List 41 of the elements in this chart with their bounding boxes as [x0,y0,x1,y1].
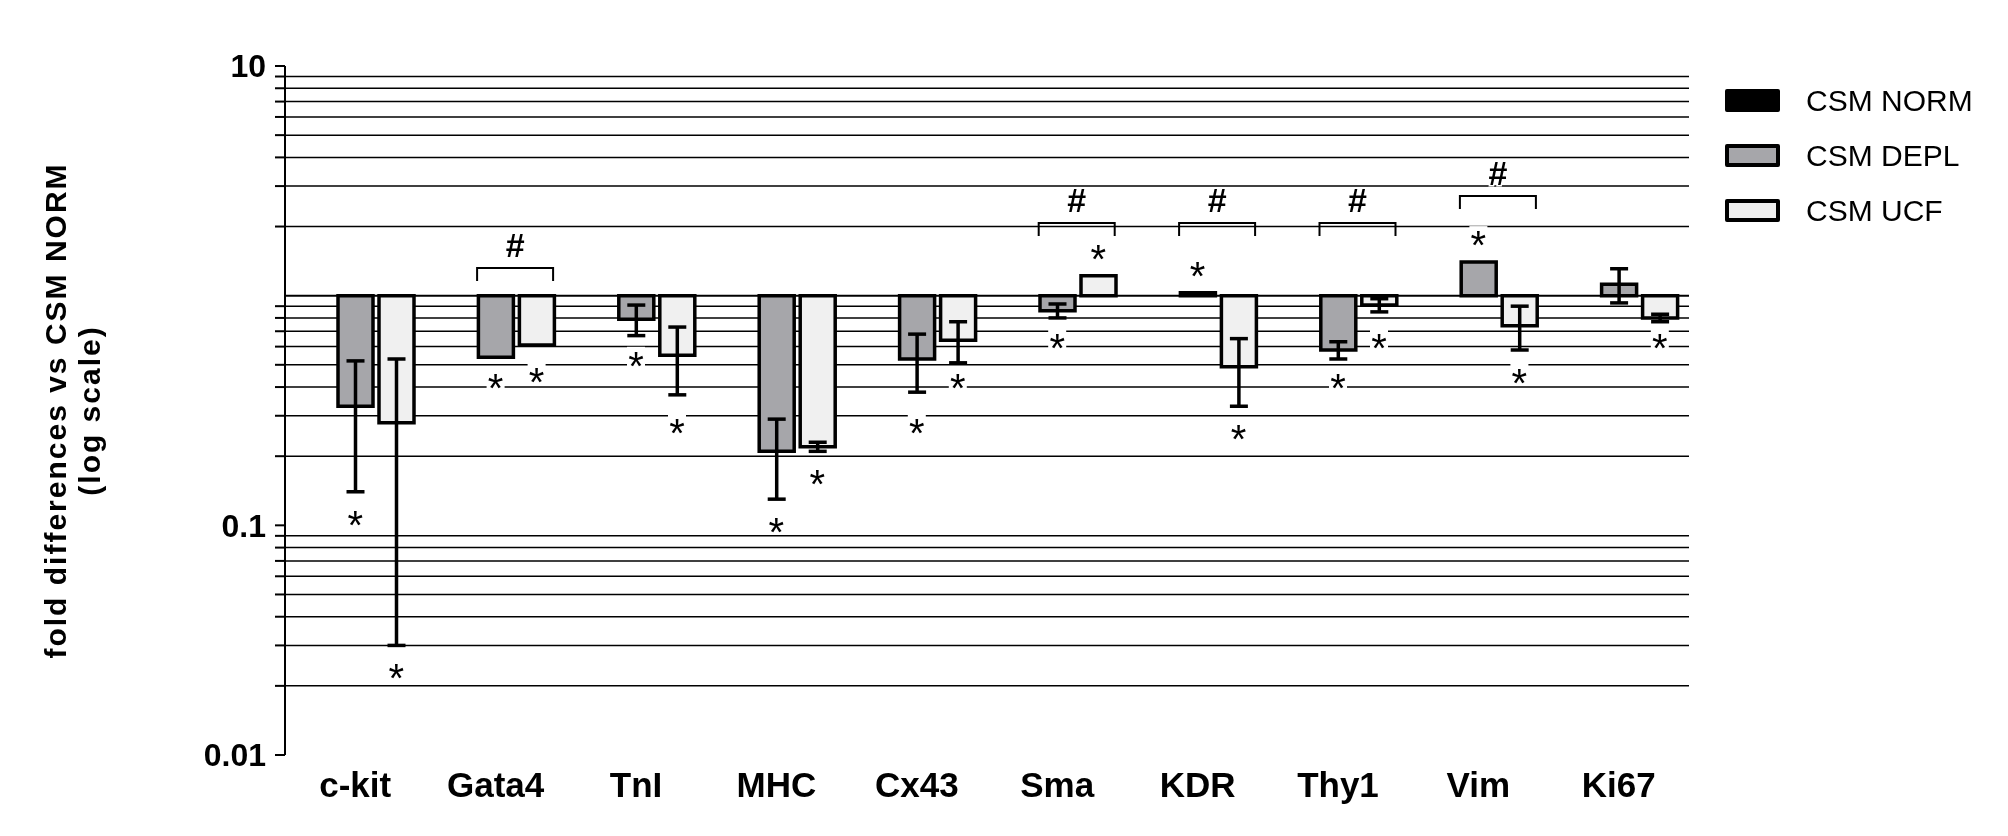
x-tick-label: c-kit [319,764,392,804]
annotation: * [1511,361,1528,405]
y-tick-label: 10 [230,48,266,85]
annotation: * [669,410,685,455]
x-tick-label: Vim [1446,764,1511,804]
annotation: # [1348,181,1368,219]
x-tick-label: MHC [736,764,817,804]
annotation: # [1488,154,1508,192]
legend-label: CSM UCF [1806,193,1943,228]
x-tick-label: TnI [609,764,663,804]
y-axis-title: fold differences vs CSM NORM (log scale) [39,162,106,659]
x-tick-label: Thy1 [1297,764,1379,804]
annotation: * [1652,325,1668,370]
annotation: * [1090,236,1106,281]
annotation: * [628,343,644,388]
x-tick-label: KDR [1159,764,1236,804]
annotation: # [1207,181,1227,219]
x-tick-label: Sma [1020,764,1095,804]
annotation: * [809,462,826,507]
legend-label: CSM NORM [1806,83,1973,118]
annotation: * [347,502,363,547]
annotation: * [388,656,404,701]
annotation: * [1330,366,1346,411]
annotation: * [768,510,785,555]
annotation: * [1470,223,1487,268]
x-tick-label: Cx43 [874,764,959,804]
annotation: * [1371,325,1387,370]
annotation: # [1067,181,1087,219]
x-tick-label: Ki67 [1581,764,1656,804]
annotation: * [1049,325,1065,370]
annotation: * [909,410,925,455]
y-tick-label: 0.1 [221,507,266,544]
annotation: # [505,226,525,264]
x-tick-label: Gata4 [446,764,545,804]
y-tick-label: 0.01 [203,737,266,774]
legend-label: CSM DEPL [1806,138,1960,173]
annotation: * [487,366,504,411]
annotation: * [950,366,966,411]
annotation: * [1189,253,1206,298]
annotation: * [1230,417,1247,462]
annotation: * [528,359,545,404]
